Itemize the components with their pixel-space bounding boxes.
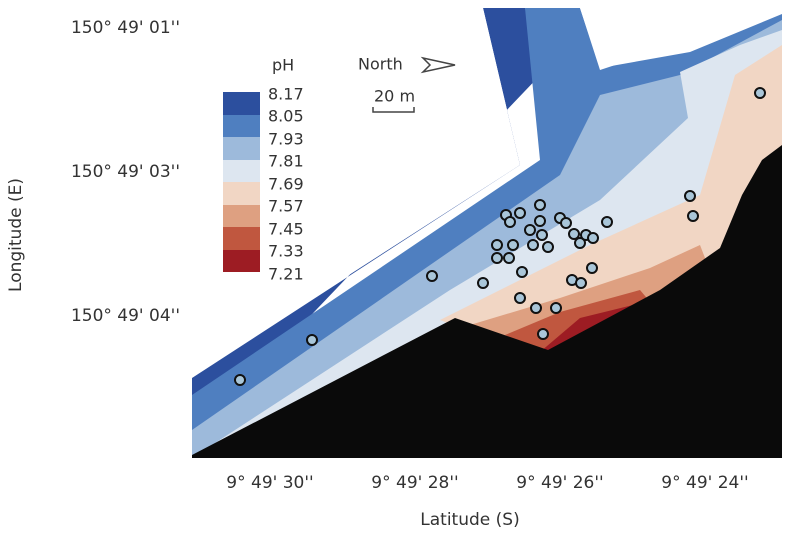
sample-point [684, 190, 696, 202]
legend-swatch [223, 92, 260, 115]
legend-label: 7.81 [268, 152, 304, 171]
legend-swatch [223, 205, 260, 227]
sample-point [560, 217, 572, 229]
sample-point [574, 237, 586, 249]
sample-point [534, 215, 546, 227]
sample-point [575, 277, 587, 289]
y-tick-label: 150° 49' 03'' [71, 162, 180, 182]
legend-label: 7.45 [268, 220, 304, 239]
y-tick-label: 150° 49' 01'' [71, 18, 180, 38]
sample-point [234, 374, 246, 386]
sample-point [601, 216, 613, 228]
scale-line [372, 107, 415, 113]
sample-point [587, 232, 599, 244]
legend-swatch [223, 160, 260, 182]
sample-point [491, 252, 503, 264]
sample-point [514, 207, 526, 219]
sample-point [542, 241, 554, 253]
north-label: North [358, 55, 403, 74]
north-arrow: North [358, 55, 456, 74]
x-tick-label: 9° 49' 28'' [371, 473, 458, 493]
legend-swatch [223, 227, 260, 250]
sample-point [306, 334, 318, 346]
sample-point [504, 216, 516, 228]
y-tick-label: 150° 49' 04'' [71, 306, 180, 326]
y-axis-title: Longitude (E) [6, 178, 26, 292]
sample-point [527, 239, 539, 251]
legend-label: 7.33 [268, 242, 304, 261]
sample-point [514, 292, 526, 304]
axes: 150° 49' 01'' 150° 49' 03'' 150° 49' 04'… [6, 18, 749, 530]
sample-point [491, 239, 503, 251]
white-area [192, 8, 520, 376]
legend-label: 7.21 [268, 265, 304, 284]
scale-bar: 20 m [372, 87, 415, 113]
legend-label: 8.05 [268, 107, 304, 126]
sample-point [687, 210, 699, 222]
legend-title: pH [272, 56, 294, 75]
legend-swatch [223, 250, 260, 272]
white-area [580, 8, 782, 68]
x-tick-label: 9° 49' 26'' [516, 473, 603, 493]
legend-swatch [223, 137, 260, 160]
legend: pH 8.17 8.05 7.93 7.81 7.69 7.57 7.45 7.… [223, 56, 304, 284]
scale-label: 20 m [374, 87, 415, 106]
sample-point [550, 302, 562, 314]
sample-point [537, 328, 549, 340]
legend-label: 7.69 [268, 175, 304, 194]
legend-swatch [223, 115, 260, 137]
x-tick-label: 9° 49' 24'' [661, 473, 748, 493]
x-axis-title: Latitude (S) [420, 510, 519, 530]
sample-point [754, 87, 766, 99]
sample-point [530, 302, 542, 314]
sample-point [568, 228, 580, 240]
sample-point [516, 266, 528, 278]
sample-point [503, 252, 515, 264]
legend-label: 7.93 [268, 130, 304, 149]
sample-point [586, 262, 598, 274]
arrow [420, 56, 456, 74]
sample-point [507, 239, 519, 251]
land [192, 145, 782, 458]
sample-point [426, 270, 438, 282]
sample-points [234, 87, 766, 386]
sample-point [477, 277, 489, 289]
legend-label: 8.17 [268, 85, 304, 104]
legend-label: 7.57 [268, 197, 304, 216]
sample-point [524, 224, 536, 236]
map [192, 8, 782, 458]
legend-swatch [223, 182, 260, 205]
x-tick-label: 9° 49' 30'' [226, 473, 313, 493]
sample-point [536, 229, 548, 241]
sample-point [534, 199, 546, 211]
band [192, 8, 545, 440]
